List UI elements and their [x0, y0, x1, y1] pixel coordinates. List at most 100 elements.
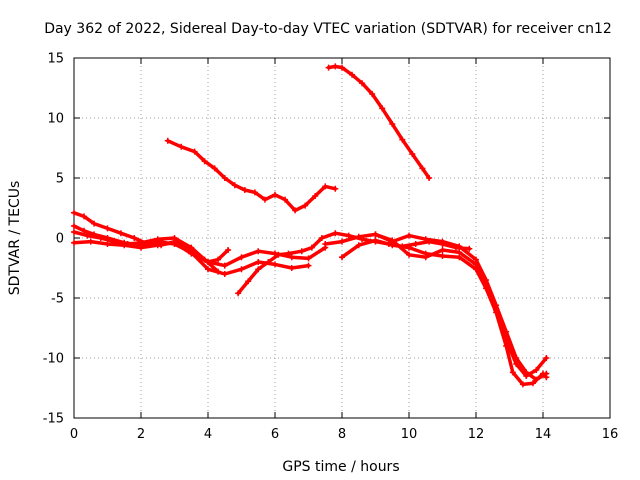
data-point [221, 262, 228, 269]
data-point [265, 259, 272, 265]
data-point [71, 223, 77, 229]
x-tick-labels: 0 2 4 6 8 10 12 14 16 [70, 427, 618, 442]
data-point [426, 175, 433, 181]
data-point [71, 209, 77, 216]
data-point [272, 191, 278, 198]
axis-ticks [73, 57, 611, 419]
data-point [439, 238, 446, 245]
data-point [71, 239, 77, 246]
data-point [339, 254, 345, 261]
data-point [104, 241, 111, 247]
data-point [379, 105, 386, 112]
data-point [322, 241, 329, 247]
x-tick-label: 16 [602, 427, 619, 442]
x-tick-label: 12 [468, 427, 485, 442]
data-point [543, 370, 550, 377]
data-point [205, 266, 211, 273]
data-point [332, 63, 339, 70]
data-point [359, 80, 366, 87]
data-point [406, 251, 412, 258]
data-point [305, 262, 312, 269]
data-point [282, 196, 289, 203]
data-point [503, 328, 510, 335]
data-point [285, 250, 292, 257]
data-point [439, 253, 446, 259]
data-point [372, 237, 379, 244]
data-point [523, 369, 530, 376]
y-tick-label: 0 [56, 232, 64, 247]
y-tick-label: 5 [56, 172, 64, 187]
data-point [298, 248, 305, 255]
data-point [238, 266, 245, 273]
data-point [339, 238, 345, 245]
series-arc-3 [71, 229, 222, 275]
data-point [154, 242, 161, 249]
data-point [121, 242, 128, 249]
data-point [406, 232, 412, 239]
data-point [131, 235, 138, 241]
series-line [326, 64, 431, 180]
data-point [322, 183, 329, 190]
y-tick-label: 10 [47, 112, 64, 127]
data-point [117, 230, 124, 237]
data-point [275, 251, 282, 258]
data-point [97, 235, 104, 241]
data-point [215, 256, 222, 263]
x-tick-label: 2 [137, 427, 145, 442]
data-point [154, 236, 161, 243]
data-point [345, 232, 352, 239]
data-point [235, 290, 242, 297]
y-tick-label: -10 [43, 352, 64, 367]
data-point [292, 207, 299, 214]
data-point [215, 268, 222, 275]
data-point [238, 254, 245, 261]
grid [74, 58, 610, 418]
data-point [513, 355, 520, 361]
data-point [409, 151, 416, 157]
data-point [81, 213, 88, 220]
data-point [288, 265, 295, 271]
x-axis-label: GPS time / hours [282, 459, 399, 475]
data-point [332, 185, 339, 192]
data-point [308, 244, 315, 251]
data-point [493, 302, 500, 309]
data-point [509, 369, 516, 376]
data-point [473, 256, 479, 263]
y-axis-label: SDTVAR / TECUs [7, 181, 23, 296]
data-point [406, 244, 412, 251]
data-point [272, 261, 278, 268]
data-point [138, 244, 144, 251]
data-point [533, 367, 540, 373]
data-point [201, 158, 208, 165]
data-point [288, 254, 295, 261]
x-tick-label: 8 [338, 427, 346, 442]
data-point [91, 220, 98, 227]
data-point [188, 244, 195, 251]
series-line [373, 232, 549, 382]
data-point [84, 232, 91, 239]
data-point [245, 278, 252, 285]
data-point [164, 137, 171, 144]
data-point [261, 196, 268, 203]
data-point [171, 239, 178, 246]
data-point [543, 355, 550, 361]
data-point [466, 245, 473, 252]
data-point [225, 247, 232, 253]
data-point [456, 243, 463, 250]
x-tick-label: 6 [271, 427, 279, 442]
data-point [255, 259, 262, 265]
data-point [372, 231, 379, 238]
x-tick-label: 4 [204, 427, 212, 442]
data-point [104, 225, 111, 232]
data-point [71, 229, 77, 235]
data-point [503, 343, 510, 349]
data-point [422, 236, 429, 243]
x-tick-label: 0 [70, 427, 78, 442]
data-point [483, 277, 490, 283]
data-point [389, 238, 396, 245]
data-series [71, 63, 550, 388]
data-point [369, 91, 376, 97]
data-point [339, 64, 345, 71]
data-point [255, 248, 262, 255]
